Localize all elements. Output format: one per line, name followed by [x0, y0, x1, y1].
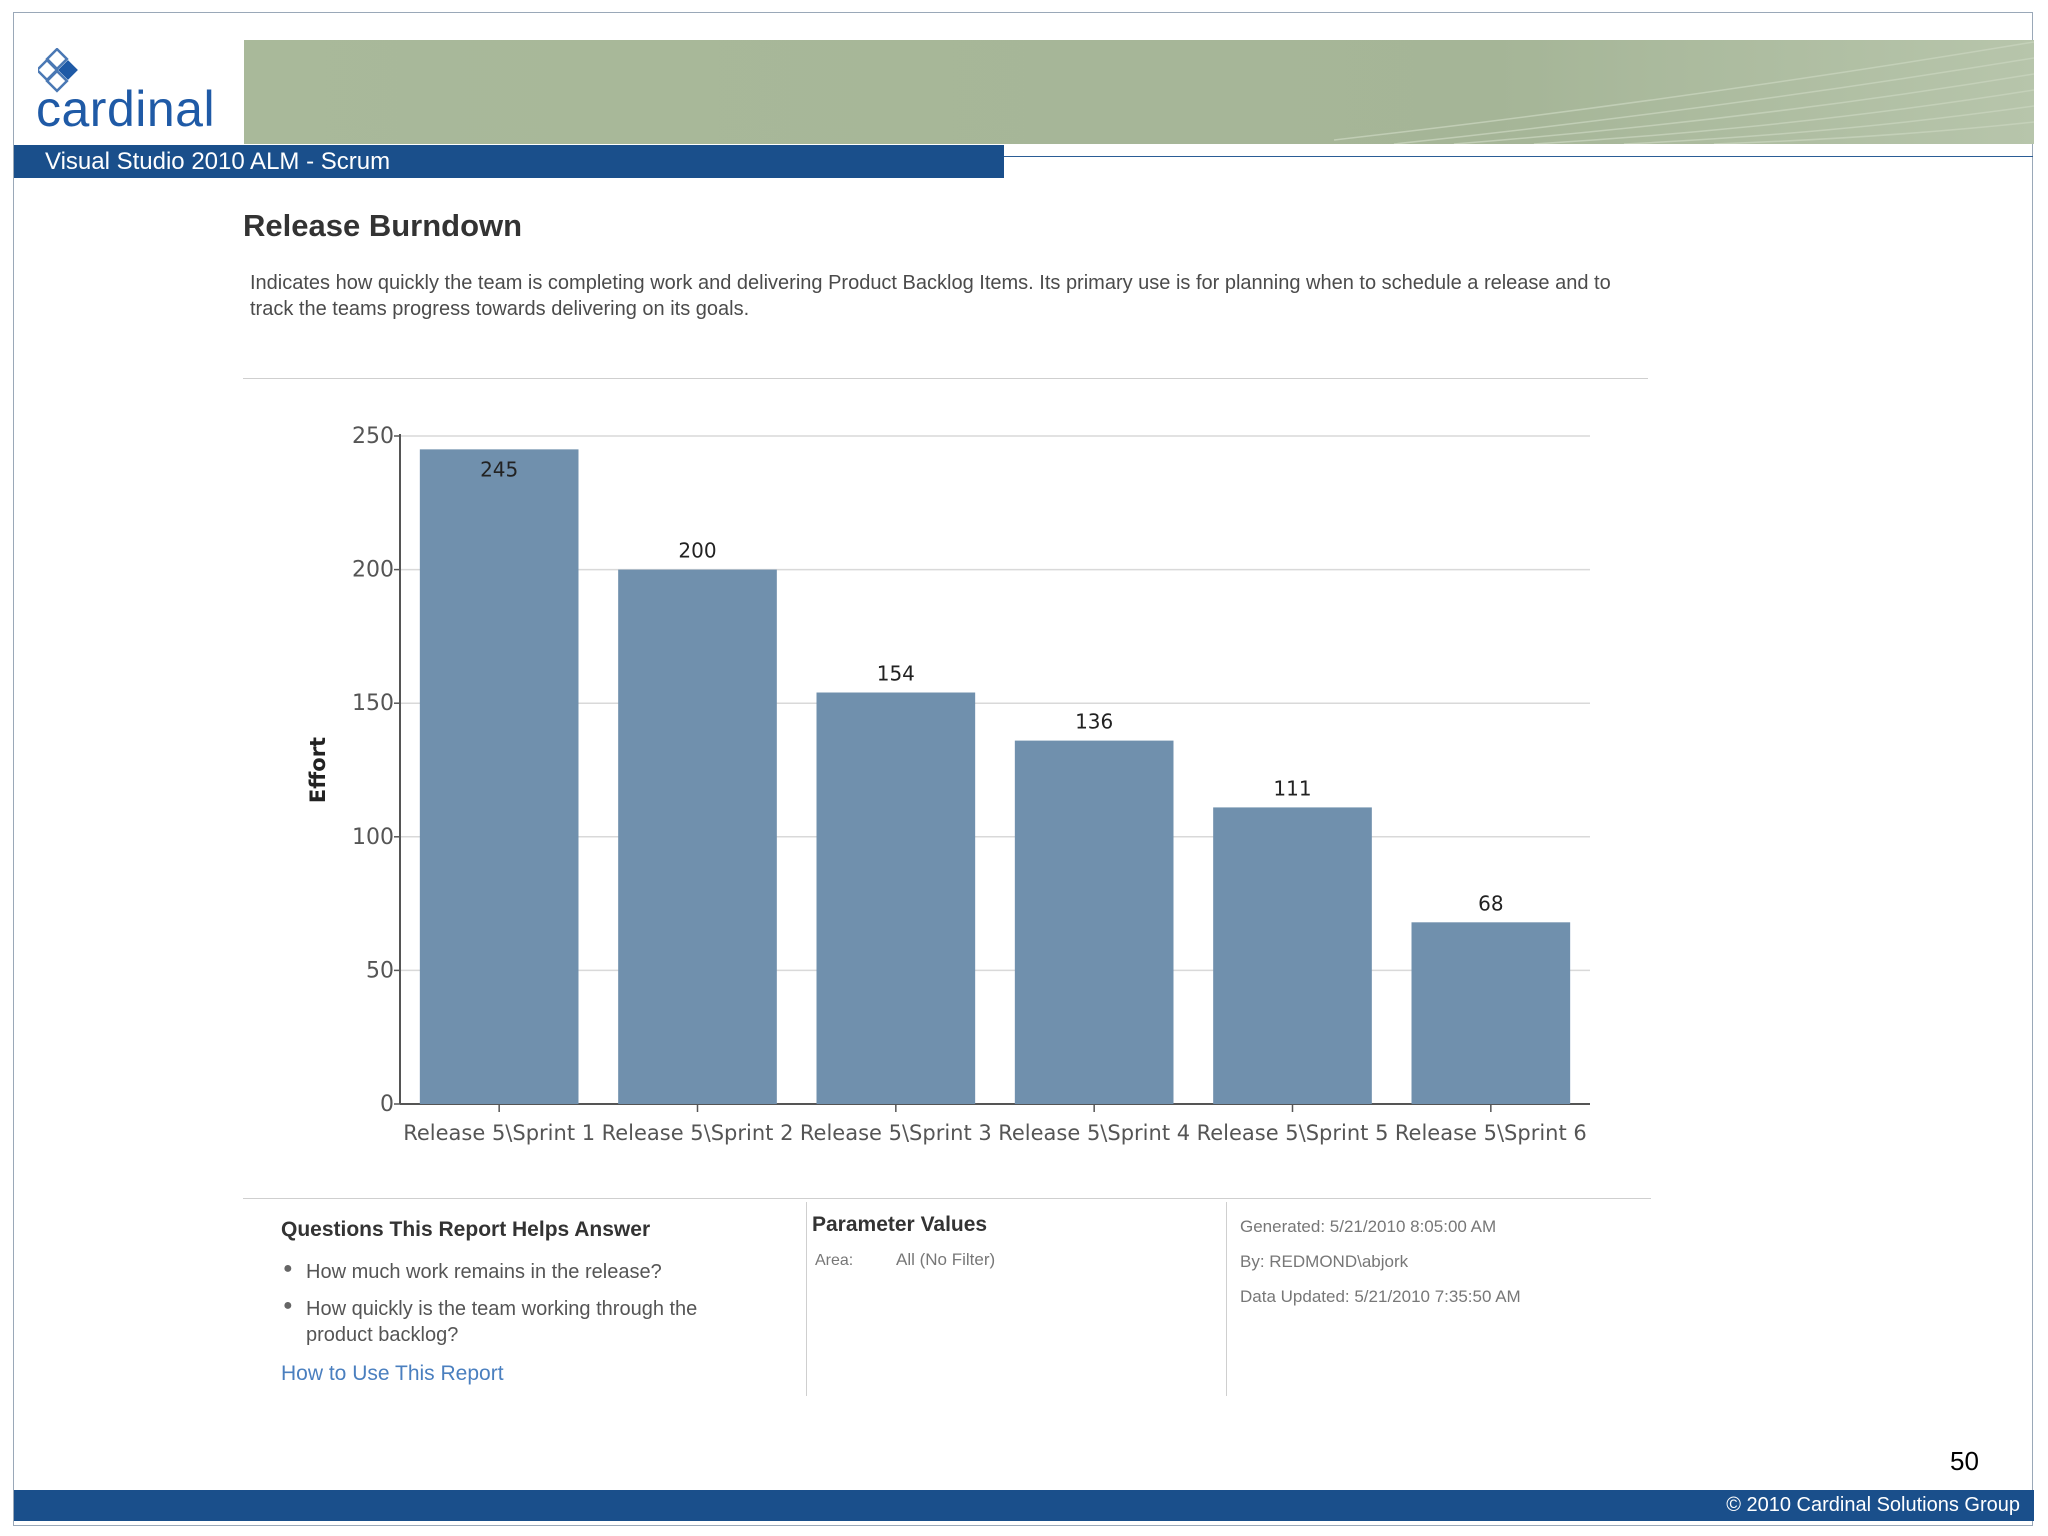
report-description: Indicates how quickly the team is comple…: [250, 272, 1611, 320]
column-divider-1: [806, 1202, 807, 1396]
bullet-icon: ●: [283, 1297, 293, 1314]
course-title-bar: Visual Studio 2010 ALM - Scrum: [14, 145, 1004, 178]
bar: [816, 692, 976, 1104]
cardinal-logo: cardinal: [30, 44, 230, 144]
x-tick-label: Release 5\Sprint 4: [998, 1121, 1190, 1145]
copyright: © 2010 Cardinal Solutions Group: [1726, 1494, 2020, 1516]
question-item: How much work remains in the release?: [306, 1261, 662, 1283]
y-tick-label: 250: [352, 424, 394, 449]
data-label: 111: [1273, 776, 1311, 800]
area-label: Area:: [815, 1252, 854, 1269]
y-tick-label: 50: [366, 958, 394, 983]
separator-top: [243, 378, 1648, 379]
question-item: How quickly is the team working through …: [306, 1298, 698, 1346]
bar: [618, 569, 777, 1104]
x-tick-label: Release 5\Sprint 5: [1197, 1121, 1389, 1145]
generated-info: Generated: 5/21/2010 8:05:00 AM: [1240, 1217, 1497, 1236]
x-tick-label: Release 5\Sprint 6: [1395, 1121, 1587, 1145]
bar: [1014, 740, 1174, 1104]
how-to-use-link[interactable]: How to Use This Report: [281, 1362, 504, 1385]
bar: [419, 449, 579, 1104]
y-axis-label: Effort: [306, 737, 330, 803]
banner-swoosh: [1334, 41, 2034, 144]
data-label: 136: [1075, 710, 1113, 734]
generated-by: By: REDMOND\abjork: [1240, 1252, 1409, 1271]
x-tick-label: Release 5\Sprint 1: [403, 1121, 595, 1145]
footer-bar: [14, 1490, 2034, 1521]
x-tick-label: Release 5\Sprint 3: [800, 1121, 992, 1145]
bar: [1411, 922, 1571, 1104]
x-tick-label: Release 5\Sprint 2: [602, 1121, 794, 1145]
data-label: 68: [1478, 891, 1503, 915]
header-banner: [244, 40, 2034, 144]
y-tick-label: 0: [380, 1092, 394, 1117]
separator-bottom: [243, 1198, 1651, 1199]
page-number: 50: [1950, 1446, 1979, 1476]
parameters-title: Parameter Values: [812, 1213, 988, 1236]
area-value: All (No Filter): [896, 1250, 996, 1269]
bullet-icon: ●: [283, 1260, 293, 1277]
slide-frame: [13, 12, 2033, 1526]
y-tick-label: 200: [352, 558, 394, 583]
questions-title: Questions This Report Helps Answer: [281, 1218, 651, 1241]
column-divider-2: [1226, 1202, 1227, 1396]
bar: [1213, 807, 1372, 1104]
diamond-logo-icon: [38, 48, 78, 93]
y-tick-label: 100: [352, 825, 394, 850]
banner-rule: [1003, 156, 2033, 157]
data-label: 245: [480, 457, 518, 481]
data-label: 154: [877, 662, 915, 686]
report-title: Release Burndown: [243, 208, 523, 243]
y-tick-label: 150: [352, 691, 394, 716]
logo-text: cardinal: [36, 81, 216, 137]
data-updated: Data Updated: 5/21/2010 7:35:50 AM: [1240, 1287, 1521, 1306]
data-label: 200: [678, 539, 716, 563]
